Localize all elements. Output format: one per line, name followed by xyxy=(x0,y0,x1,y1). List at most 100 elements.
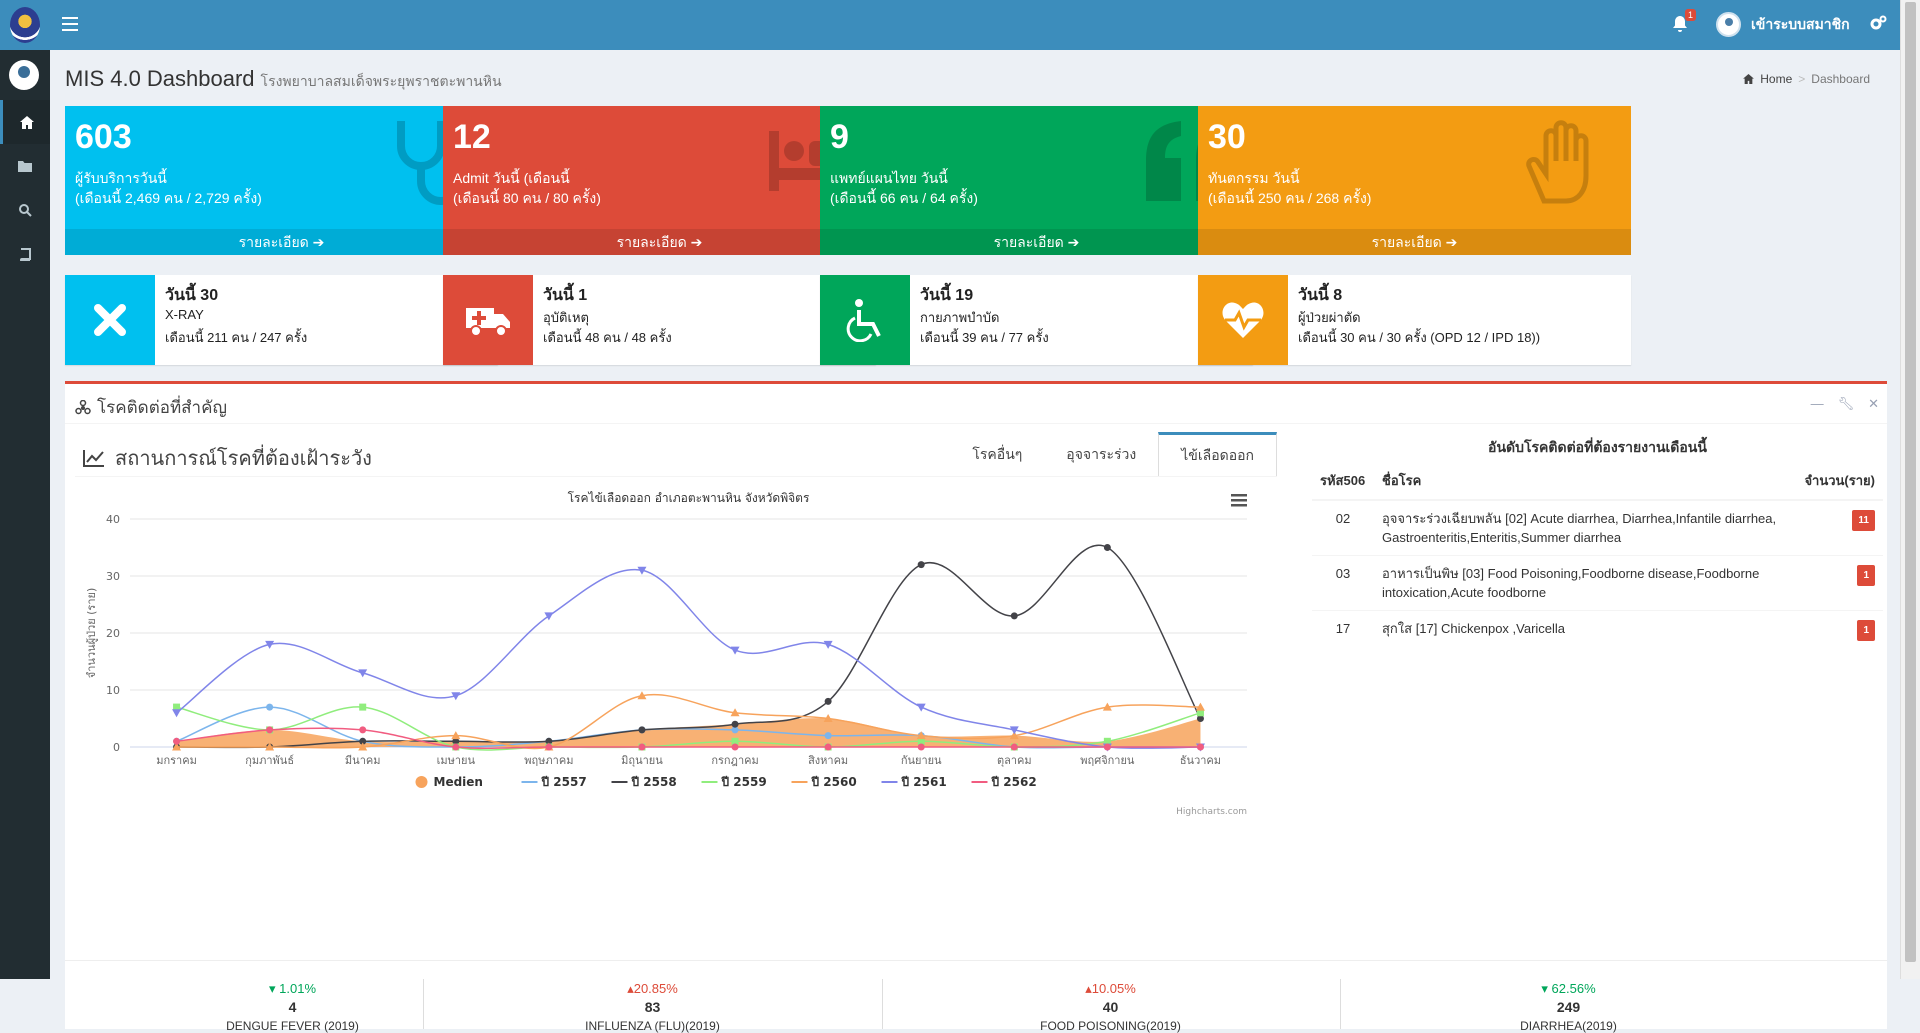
gears-icon xyxy=(1870,15,1887,30)
series-4-point xyxy=(916,731,926,740)
series-2-point xyxy=(452,737,460,745)
series-3-point xyxy=(359,703,367,711)
hospital-logo[interactable] xyxy=(0,0,50,50)
notifications-button[interactable]: 1 xyxy=(1672,9,1696,35)
col-count-header: จำนวน(ราย) xyxy=(1795,462,1883,501)
y-axis-label: จำนวนผู้ป่วย (ราย) xyxy=(85,588,98,679)
chart-menu-icon[interactable] xyxy=(1231,494,1247,507)
report-header-row: รหัส506 ชื่อโรค จำนวน(ราย) xyxy=(1312,462,1883,501)
close-icon[interactable]: ✕ xyxy=(1868,396,1879,411)
scrollbar-thumb[interactable] xyxy=(1905,2,1916,962)
table-row: 03 อาหารเป็นพิษ [03] Food Poisoning,Food… xyxy=(1312,555,1883,611)
user-menu[interactable]: เข้าระบบสมาชิก xyxy=(1716,12,1850,37)
report-title: อันดับโรคติดต่อที่ต้องรายงานเดือนนี้ xyxy=(1488,439,1707,455)
notification-count-badge: 1 xyxy=(1684,9,1696,21)
series-4-line xyxy=(176,693,1201,750)
series-5-point xyxy=(823,640,833,649)
info-box-label: ผู้ป่วยผ่าตัด xyxy=(1298,310,1361,325)
tab-dengue[interactable]: ไข้เลือดออก xyxy=(1158,432,1277,476)
count-badge: 1 xyxy=(1857,620,1875,641)
small-box-thai-medicine: 9 แพทย์แผนไทย วันนี้ (เดือนนี้ 66 คน / 6… xyxy=(820,106,1253,255)
small-box-details-link[interactable]: รายละเอียด ➔ xyxy=(443,229,876,255)
series-2-point xyxy=(1010,612,1018,620)
small-box-details-link[interactable]: รายละเอียด ➔ xyxy=(820,229,1253,255)
minus-icon[interactable]: — xyxy=(1810,396,1824,411)
row-disease-name: อุจจาระร่วงเฉียบพลัน [02] Acute diarrhea… xyxy=(1374,499,1795,556)
series-5-point xyxy=(265,640,275,649)
small-box-value: 12 xyxy=(453,118,491,156)
legend-3-label: ปี 2559 xyxy=(721,775,767,789)
y-tick-label: 0 xyxy=(113,741,120,754)
small-box-value: 603 xyxy=(75,118,132,156)
x-tick-label: มีนาคม xyxy=(345,754,381,767)
info-box-icon-area xyxy=(443,275,533,365)
bell-icon xyxy=(1673,16,1687,32)
x-tick-label: มิถุนายน xyxy=(621,754,663,767)
sidebar-item-book[interactable] xyxy=(0,232,50,276)
legend-item[interactable]: Medien xyxy=(415,775,483,789)
tab-other-diseases[interactable]: โรคอื่นๆ xyxy=(972,446,1023,462)
sidebar-user-avatar[interactable] xyxy=(9,60,39,90)
small-box-value: 9 xyxy=(830,118,849,156)
legend-item[interactable]: ปี 2558 xyxy=(611,775,677,789)
sidebar-item-home[interactable] xyxy=(0,100,50,144)
stat-percent: 10.05% xyxy=(1091,981,1136,996)
x-tick-label: มกราคม xyxy=(156,754,197,767)
stat-percent: 1.01% xyxy=(279,981,317,996)
legend-item[interactable]: ปี 2562 xyxy=(971,775,1037,789)
small-box-label: ผู้รับบริการวันนี้ xyxy=(75,170,167,186)
x-icon xyxy=(94,304,126,336)
series-1-point xyxy=(731,726,739,734)
stat-change: ▴20.85% xyxy=(425,981,880,997)
legend-item[interactable]: ปี 2561 xyxy=(881,775,947,789)
series-1-point xyxy=(824,732,832,740)
series-3-point xyxy=(1196,709,1204,717)
sidebar-item-search[interactable] xyxy=(0,188,50,232)
user-label: เข้าระบบสมาชิก xyxy=(1751,15,1850,32)
stat-change: ▴10.05% xyxy=(883,981,1338,997)
main-content: MIS 4.0 Dashboard โรงพยาบาลสมเด็จพระยุพรา… xyxy=(50,50,1900,1033)
surveillance-title-text: สถานการณ์โรคที่ต้องเฝ้าระวัง xyxy=(115,448,372,470)
home-icon xyxy=(1743,74,1755,84)
chart-credits[interactable]: Highcharts.com xyxy=(1176,807,1247,817)
details-link-label: รายละเอียด xyxy=(616,234,687,250)
stat-label: INFLUENZA (FLU)(2019) xyxy=(585,1019,720,1033)
legend-item[interactable]: ปี 2557 xyxy=(521,775,587,789)
user-avatar xyxy=(1716,12,1741,37)
small-box-details-link[interactable]: รายละเอียด ➔ xyxy=(1198,229,1631,255)
legend-4-label: ปี 2560 xyxy=(811,775,857,789)
small-box-detail: (เดือนนี้ 66 คน / 64 ครั้ง) xyxy=(830,190,978,206)
disease-box-header: โรคติดต่อที่สำคัญ — 🔧︎ ✕ xyxy=(65,384,1887,424)
count-badge: 1 xyxy=(1857,565,1875,586)
tab-diarrhea[interactable]: อุจจาระร่วง xyxy=(1066,446,1137,462)
y-tick-label: 30 xyxy=(106,570,120,583)
small-box-details-link[interactable]: รายละเอียด ➔ xyxy=(65,229,498,255)
sidebar-item-folder[interactable] xyxy=(0,144,50,188)
series-2-point xyxy=(731,720,739,728)
legend-item[interactable]: ปี 2560 xyxy=(791,775,857,789)
page-scrollbar[interactable] xyxy=(1900,0,1920,979)
series-4-point xyxy=(451,731,461,740)
series-5-point xyxy=(451,692,461,701)
legend-item[interactable]: ปี 2559 xyxy=(701,775,767,789)
breadcrumb-home-link[interactable]: Home xyxy=(1760,72,1793,86)
series-5-point xyxy=(172,709,182,718)
caret-down-icon: ▾ xyxy=(268,981,276,996)
series-3-point xyxy=(1103,737,1111,745)
y-tick-label: 10 xyxy=(106,684,120,697)
series-5-point xyxy=(730,646,740,655)
stat-label: FOOD POISONING(2019) xyxy=(1040,1019,1181,1033)
series-6-point xyxy=(824,743,832,751)
wrench-icon[interactable]: 🔧︎ xyxy=(1837,396,1855,411)
series-3-point xyxy=(731,737,739,745)
breadcrumb-separator: > xyxy=(1798,72,1806,86)
arrow-circle-right-icon: ➔ xyxy=(1067,234,1080,250)
series-4-point xyxy=(1009,731,1019,740)
info-box-today: วันนี้ 1 xyxy=(543,287,588,304)
series-4-point xyxy=(823,714,833,722)
breadcrumb-current: Dashboard xyxy=(1811,72,1870,86)
sidebar-toggle-button[interactable] xyxy=(62,17,78,31)
disease-box-title: โรคติดต่อที่สำคัญ xyxy=(75,394,227,421)
surveillance-panel: สถานการณ์โรคที่ต้องเฝ้าระวัง โรคอื่นๆ อุ… xyxy=(75,432,1277,832)
settings-button[interactable] xyxy=(1870,14,1888,37)
